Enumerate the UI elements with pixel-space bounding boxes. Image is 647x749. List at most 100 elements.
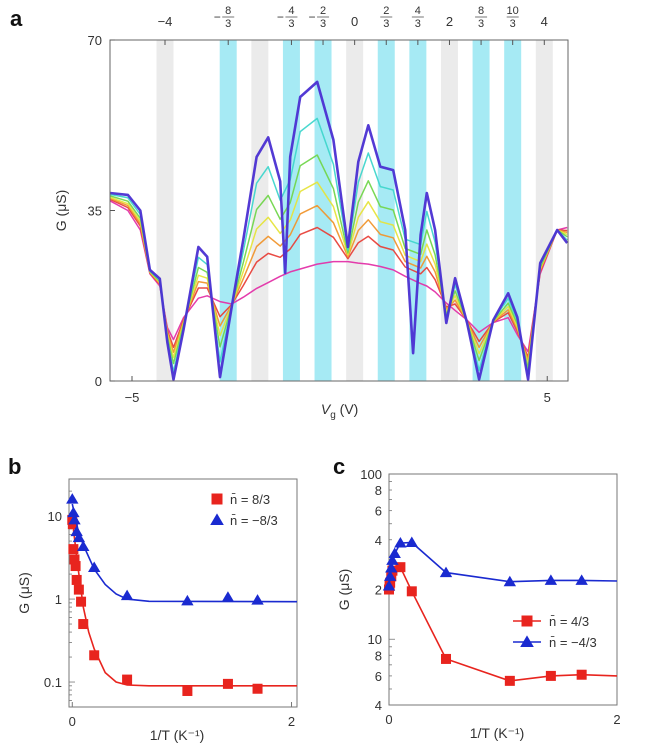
y-tick-label: 100	[360, 467, 382, 482]
y-tick-label: 0	[95, 374, 102, 389]
fraction-denominator: 3	[288, 18, 294, 30]
x-axis-label: 1/T (K⁻¹)	[150, 727, 205, 743]
x-tick-label: −5	[125, 390, 140, 405]
filling-band	[251, 40, 269, 381]
top-tick-label: 103	[507, 5, 519, 30]
y-tick-label: 0.1	[44, 675, 62, 690]
fraction-denominator: 3	[415, 18, 421, 30]
square-marker	[73, 584, 84, 595]
square-marker	[521, 615, 533, 627]
triangle-marker	[88, 561, 101, 573]
y-tick-label: 6	[375, 669, 382, 684]
legend-label: n̄ = 4/3	[549, 614, 589, 629]
fraction-denominator: 3	[510, 18, 516, 30]
fraction-numerator: 4	[288, 5, 294, 17]
square-marker	[504, 675, 515, 686]
triangle-marker	[385, 561, 398, 573]
top-tick-label: 0	[351, 14, 358, 29]
triangle-marker	[382, 579, 396, 591]
triangle-marker	[120, 589, 134, 601]
fraction-denominator: 3	[383, 18, 389, 30]
fraction-numerator: 8	[225, 5, 231, 17]
triangle-marker	[520, 635, 534, 647]
square-marker	[69, 554, 80, 565]
y-tick-label: 1	[55, 592, 62, 607]
filling-band	[377, 40, 395, 381]
legend-label: n̄ = 8/3	[230, 492, 270, 507]
top-tick-label: 83	[475, 5, 488, 30]
legend-label: n̄ = −4/3	[549, 635, 597, 650]
square-marker	[406, 586, 417, 597]
y-tick-label: 8	[375, 483, 382, 498]
triangle-marker	[77, 540, 90, 552]
y-tick-label: 6	[375, 504, 382, 519]
y-tick-label: 4	[375, 698, 382, 713]
square-marker	[76, 596, 87, 607]
y-axis-label: G (μS)	[336, 569, 352, 611]
square-marker	[441, 653, 451, 664]
triangle-marker	[251, 594, 264, 605]
square-marker	[68, 544, 79, 555]
x-tick-label: 5	[544, 390, 551, 405]
square-marker	[182, 685, 193, 696]
panel-label-a: a	[10, 6, 23, 31]
top-tick-label: 83−	[214, 5, 235, 30]
y-tick-label: 10	[48, 509, 62, 524]
triangle-marker	[67, 506, 80, 518]
filling-band	[409, 40, 427, 381]
square-marker	[576, 669, 587, 680]
y-tick-label: 4	[375, 533, 382, 548]
square-marker	[222, 678, 233, 689]
square-marker	[252, 683, 263, 694]
plot-frame	[68, 478, 298, 708]
series-line	[109, 197, 568, 362]
x-tick-label: 2	[288, 714, 295, 729]
triangle-marker	[439, 566, 453, 578]
panel-b-chart: b 10 1 0.1 0 2 1/T (K⁻¹) G (μS) n̄ = 8/3 n̄ = −8/…	[8, 454, 298, 743]
triangle-marker	[388, 547, 401, 559]
triangle-marker	[221, 591, 235, 602]
minus-sign: −	[277, 10, 284, 24]
triangle-marker	[405, 536, 418, 547]
filling-band	[535, 40, 553, 381]
series-line	[109, 80, 569, 381]
fraction-numerator: 2	[383, 5, 389, 17]
top-tick-label: 23	[380, 5, 393, 30]
square-marker	[395, 562, 406, 573]
y-tick-label: 2	[375, 583, 382, 598]
triangle-marker	[383, 570, 397, 581]
fraction-numerator: 2	[320, 5, 326, 17]
fraction-denominator: 3	[478, 18, 484, 30]
y-axis-label: G (μS)	[53, 190, 69, 232]
top-tick-label: 4	[541, 14, 548, 29]
triangle-marker	[544, 574, 558, 585]
triangle-marker	[394, 537, 407, 548]
y-tick-label: 35	[88, 204, 102, 219]
y-tick-label: 70	[88, 33, 102, 48]
top-tick-label: 43	[411, 5, 424, 30]
top-tick-label: −4	[158, 14, 173, 29]
square-marker	[89, 650, 100, 661]
panel-label-c: c	[333, 454, 345, 479]
fraction-numerator: 4	[415, 5, 421, 17]
square-marker	[78, 619, 89, 630]
triangle-marker	[66, 493, 79, 504]
minus-sign: −	[214, 10, 221, 24]
top-tick-label: 2	[446, 14, 453, 29]
fraction-numerator: 8	[478, 5, 484, 17]
top-tick-label: 23−	[309, 5, 330, 30]
minus-sign: −	[309, 10, 316, 24]
triangle-marker	[210, 513, 224, 525]
panel-label-b: b	[8, 454, 21, 479]
y-tick-label: 10	[368, 632, 382, 647]
filling-band	[314, 40, 332, 381]
top-tick-label: 43−	[277, 5, 298, 30]
series-line	[109, 200, 568, 353]
fraction-denominator: 3	[225, 18, 231, 30]
triangle-marker	[181, 594, 194, 606]
x-tick-label: 2	[613, 712, 620, 727]
x-axis-label: Vg (V)	[321, 401, 358, 421]
